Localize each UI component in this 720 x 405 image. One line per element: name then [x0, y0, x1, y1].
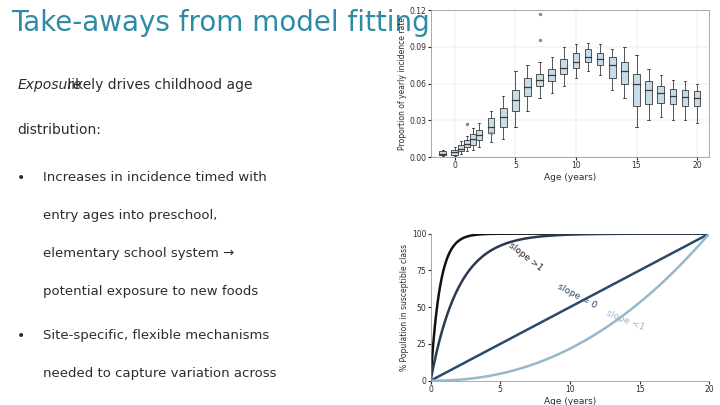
Bar	[549, 69, 555, 81]
X-axis label: Age (years): Age (years)	[544, 173, 596, 182]
Text: •: •	[17, 171, 25, 185]
Text: likely drives childhood age: likely drives childhood age	[63, 78, 252, 92]
Text: elementary school system →: elementary school system →	[43, 247, 235, 260]
Bar	[585, 49, 591, 62]
Bar	[682, 90, 688, 106]
Bar	[597, 53, 603, 65]
Bar	[451, 150, 458, 155]
Text: •: •	[17, 329, 25, 343]
Text: distribution:: distribution:	[17, 123, 101, 137]
Bar	[512, 90, 518, 111]
Y-axis label: Proportion of yearly incidence rate: Proportion of yearly incidence rate	[397, 17, 407, 150]
Text: slope = 0: slope = 0	[556, 282, 598, 310]
Bar	[572, 53, 580, 68]
Bar	[524, 77, 531, 96]
Bar	[609, 57, 616, 77]
Point	[485, 130, 497, 136]
Text: Increases in incidence timed with: Increases in incidence timed with	[43, 171, 267, 184]
Bar	[464, 140, 470, 147]
Text: slope <1: slope <1	[605, 309, 646, 332]
Text: Exposure: Exposure	[17, 78, 82, 92]
Bar	[694, 91, 701, 106]
X-axis label: Age (years): Age (years)	[544, 396, 596, 405]
Bar	[476, 130, 482, 140]
Bar	[469, 134, 477, 145]
Bar	[560, 59, 567, 74]
Bar	[457, 145, 464, 151]
Bar	[645, 81, 652, 104]
Bar	[657, 86, 664, 103]
Bar	[500, 108, 507, 126]
Bar	[439, 151, 446, 155]
Point	[534, 11, 545, 17]
Text: entry ages into preschool,: entry ages into preschool,	[43, 209, 217, 222]
Bar	[488, 118, 495, 133]
Bar	[621, 62, 628, 84]
Bar	[633, 74, 640, 106]
Text: needed to capture variation across: needed to capture variation across	[43, 367, 276, 380]
Point	[461, 121, 472, 127]
Text: potential exposure to new foods: potential exposure to new foods	[43, 284, 258, 298]
Text: Site-specific, flexible mechanisms: Site-specific, flexible mechanisms	[43, 329, 269, 342]
Y-axis label: % Population in susceptible class: % Population in susceptible class	[400, 244, 409, 371]
Bar	[670, 89, 676, 104]
Text: Take-aways from model fitting: Take-aways from model fitting	[11, 9, 430, 37]
Text: slope >1: slope >1	[507, 241, 544, 273]
Point	[534, 36, 545, 43]
Bar	[536, 74, 543, 86]
